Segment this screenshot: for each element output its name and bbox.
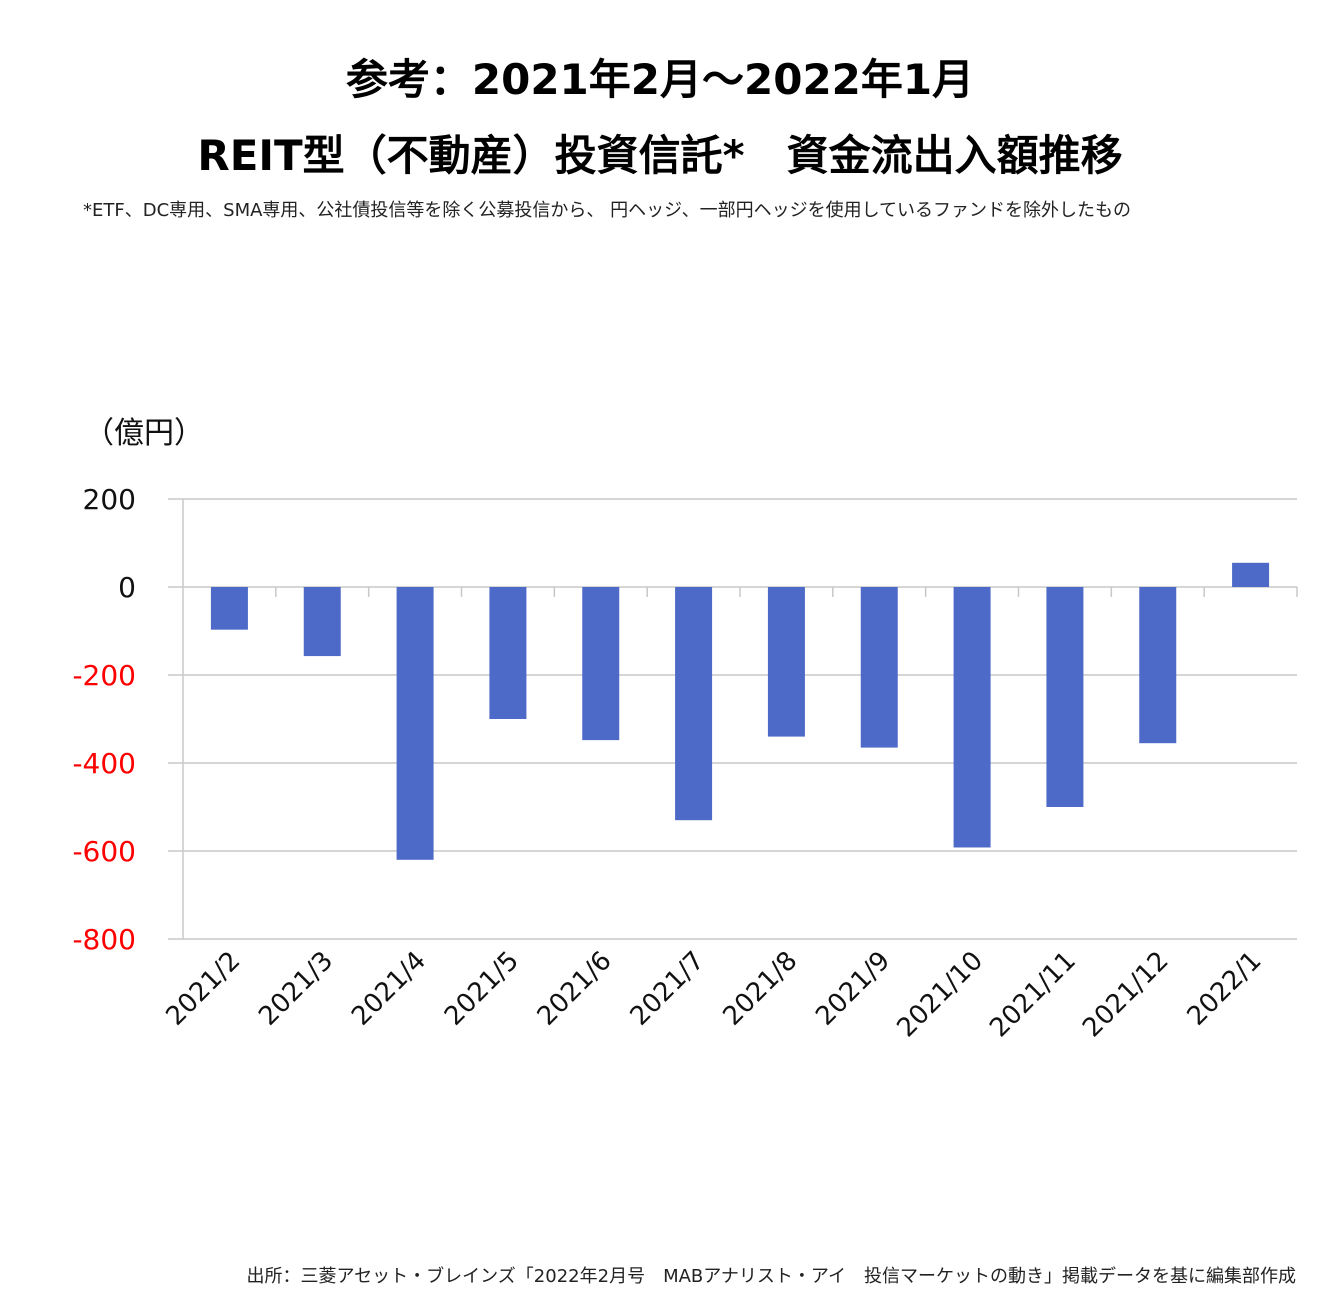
y-tick-label: -400 [72,747,136,780]
y-tick-label: 0 [118,571,136,604]
x-tick-label: 2021/6 [532,946,618,1032]
bar [1046,587,1084,807]
y-axis-unit-label: （億円） [84,416,204,451]
x-tick-label: 2021/7 [625,946,711,1032]
source-credit: 出所：三菱アセット・ブレインズ「2022年2月号 MABアナリスト・アイ 投信マ… [246,1266,1296,1287]
bar [303,587,341,657]
x-axis-ticks: 2021/2 2021/3 2021/4 2021/5 2021/6 2021/7 2021… [160,946,1267,1044]
x-tick-label: 2021/4 [346,946,432,1032]
x-tick-label: 2021/12 [1077,946,1175,1044]
y-tick-label: -600 [72,835,136,868]
x-tick-label: 2021/2 [160,946,246,1032]
bars [210,562,1270,860]
x-tick-label: 2021/5 [439,946,525,1032]
x-tick-label: 2021/11 [984,946,1082,1044]
y-tick-label: -800 [72,923,136,956]
x-tick-label: 2022/1 [1182,946,1268,1032]
bar [953,587,991,848]
bar [767,587,805,737]
bar [1232,562,1270,587]
bar [860,587,898,748]
x-tick-label: 2021/3 [253,946,339,1032]
y-tick-label: 200 [83,483,136,516]
x-tick-label: 2021/9 [810,946,896,1032]
bar [675,587,713,821]
chart-title-line2: REIT型（不動産）投資信託* 資金流出入額推移 [197,131,1123,180]
y-tick-label: -200 [72,659,136,692]
bar [582,587,620,741]
footnote: *ETF、DC専用、SMA専用、公社債投信等を除く公募投信から、 円ヘッジ、一部… [83,200,1132,221]
chart-title-line1: 参考：2021年2月～2022年1月 [345,55,975,104]
x-tick-label: 2021/10 [891,946,989,1044]
gridlines [168,498,1298,940]
y-axis-ticks: 200 0 -200 -400 -600 -800 [72,483,136,956]
bar [1139,587,1177,744]
x-tick-label: 2021/8 [717,946,803,1032]
bar [489,587,527,719]
bar [210,587,248,630]
bar [396,587,434,860]
